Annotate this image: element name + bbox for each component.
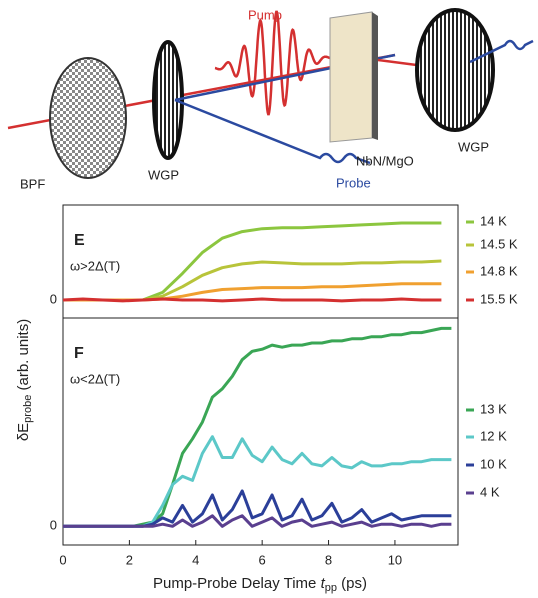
- sample-plate: [329, 11, 373, 143]
- wgp-label: WGP: [148, 167, 179, 182]
- data-line: [63, 489, 452, 528]
- y-tick-label: 0: [50, 518, 57, 533]
- x-axis-label: Pump-Probe Delay Time tpp (ps): [153, 575, 367, 594]
- wgp-polarizer: [152, 40, 184, 160]
- bpf-filter: [49, 57, 127, 179]
- wgp-analyzer: [415, 8, 495, 132]
- x-tick-label: 0: [59, 552, 66, 567]
- y-axis-label: δEprobe (arb. units): [15, 319, 34, 441]
- x-axis-label-part: pp: [325, 582, 337, 594]
- data-line: [63, 514, 452, 528]
- legend-label: 4 K: [480, 484, 500, 499]
- plot-frame: [62, 317, 459, 546]
- y-tick-label: 0: [50, 291, 57, 306]
- panel-label: E: [74, 232, 85, 249]
- data-line: [63, 435, 452, 528]
- legend-label: 13 K: [480, 401, 507, 416]
- setup-diagram: Pump BPF WGP NbN/MgO WGP Probe: [7, 7, 534, 191]
- x-axis-label-part: Pump-Probe Delay Time: [153, 575, 321, 592]
- y-axis-label-part: (arb. units): [15, 319, 32, 395]
- annotation: ω>2Δ(T): [70, 258, 120, 273]
- x-tick-label: 2: [126, 552, 133, 567]
- pump-pulse: [214, 10, 331, 116]
- bpf-label: BPF: [20, 176, 45, 191]
- data-line: [63, 326, 452, 528]
- probe-path: [174, 98, 371, 165]
- legend-label: 15.5 K: [480, 291, 518, 306]
- legend-label: 14 K: [480, 213, 507, 228]
- legend-label: 10 K: [480, 456, 507, 471]
- panel-label: F: [74, 345, 84, 362]
- y-axis-label-part: δE: [15, 423, 32, 441]
- x-axis-label-part: t: [321, 575, 326, 592]
- legend-label: 14.8 K: [480, 263, 518, 278]
- x-tick-label: 8: [325, 552, 332, 567]
- pump-label: Pump: [248, 7, 282, 22]
- wgp-label: WGP: [458, 139, 489, 154]
- legend-label: 12 K: [480, 428, 507, 443]
- x-tick-label: 6: [259, 552, 266, 567]
- legend-label: 14.5 K: [480, 236, 518, 251]
- data-line: [62, 297, 442, 303]
- annotation: ω<2Δ(T): [70, 371, 120, 386]
- x-tick-label: 4: [192, 552, 199, 567]
- sample-edge: [372, 12, 378, 140]
- sample-label: NbN/MgO: [356, 153, 414, 168]
- data-line: [63, 282, 442, 302]
- y-axis-label-part: probe: [22, 395, 34, 423]
- output-probe: [469, 39, 534, 64]
- x-tick-label: 10: [388, 552, 402, 567]
- probe-label: Probe: [336, 175, 371, 190]
- x-axis-label-part: (ps): [337, 575, 367, 592]
